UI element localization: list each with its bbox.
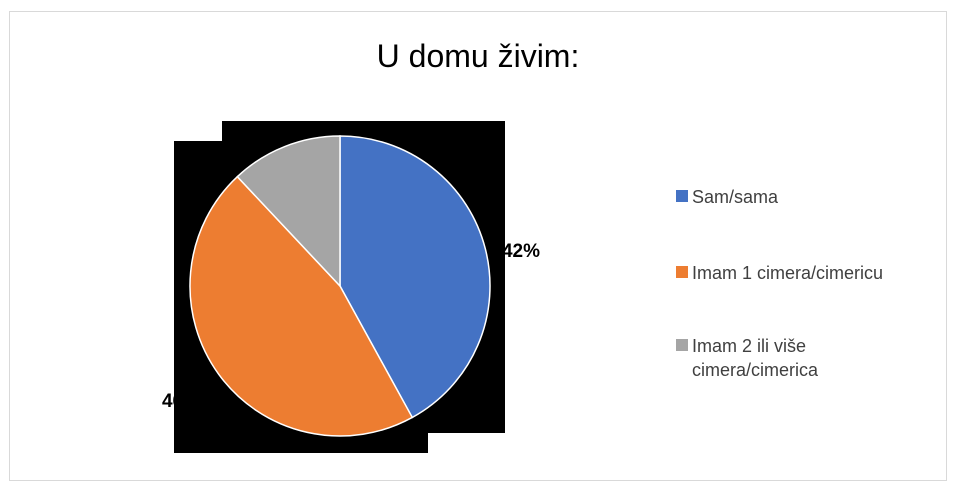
pie-slices bbox=[189, 135, 491, 437]
pie-data-label-1: 46% bbox=[162, 391, 200, 412]
pie-slice-0 bbox=[339, 135, 491, 419]
label-background-top bbox=[222, 121, 505, 141]
legend-label: Imam 1 cimera/cimericu bbox=[692, 263, 884, 283]
pie-data-label-2: 12% bbox=[230, 119, 268, 140]
legend-swatch bbox=[676, 266, 688, 278]
pie-slice-2 bbox=[236, 135, 341, 288]
pie-data-label-0: 42% bbox=[502, 241, 540, 262]
chart-title: U domu živim: bbox=[376, 38, 580, 74]
legend-swatch bbox=[676, 339, 688, 351]
pie-slice-1 bbox=[189, 175, 414, 437]
legend-swatch bbox=[676, 190, 688, 202]
pie-data-labels: 42% 46% 12% bbox=[162, 119, 540, 412]
legend-item-sam-sama: Sam/sama bbox=[676, 185, 892, 209]
label-background-bottom bbox=[174, 433, 428, 453]
legend-item-imam-2-ili-vise: Imam 2 ili više cimera/cimerica bbox=[676, 334, 867, 382]
legend-item-imam-1-cimera: Imam 1 cimera/cimericu bbox=[676, 261, 892, 285]
legend-label: Sam/sama bbox=[692, 187, 779, 207]
legend-label: Imam 2 ili više cimera/cimerica bbox=[692, 336, 819, 380]
